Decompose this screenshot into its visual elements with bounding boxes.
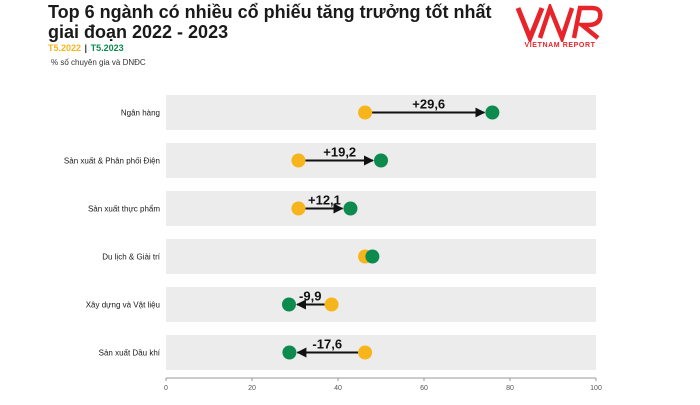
chart-title-line-1: Top 6 ngành có nhiều cổ phiếu tăng trưởn… bbox=[48, 2, 492, 22]
x-tick-label: 40 bbox=[334, 385, 342, 392]
legend-2023: T5.2023 bbox=[90, 43, 124, 53]
category-label: Sản xuất thực phẩm bbox=[88, 205, 160, 214]
point-2023 bbox=[365, 249, 380, 264]
point-2023 bbox=[374, 153, 388, 168]
point-2022 bbox=[324, 297, 339, 312]
category-label: Sản xuất & Phân phối Điện bbox=[64, 157, 160, 166]
chart-subtitle: % số chuyên gia và DNĐC bbox=[51, 58, 146, 67]
row-background bbox=[166, 191, 596, 226]
point-2022 bbox=[291, 153, 306, 168]
chart-title-line-2: giai đoạn 2022 - 2023 bbox=[48, 22, 229, 42]
vietnam-report-logo: VIETNAM REPORT bbox=[510, 1, 610, 59]
category-label: Ngân hàng bbox=[121, 109, 160, 118]
legend-separator: | bbox=[84, 43, 88, 53]
x-tick-label: 0 bbox=[164, 385, 168, 392]
category-label: Xây dựng và Vật liệu bbox=[86, 301, 160, 310]
legend: T5.2022 | T5.2023 bbox=[48, 43, 124, 53]
row-background bbox=[166, 287, 596, 322]
change-label: +29,6 bbox=[412, 97, 445, 112]
row-background bbox=[166, 239, 596, 274]
change-label: -9,9 bbox=[299, 289, 321, 304]
change-label: +19,2 bbox=[323, 145, 356, 160]
x-tick-label: 80 bbox=[506, 385, 514, 392]
x-tick-label: 100 bbox=[590, 385, 602, 392]
point-2023 bbox=[485, 105, 500, 120]
logo-text: VIETNAM REPORT bbox=[524, 42, 596, 49]
change-label: -17,6 bbox=[312, 337, 342, 352]
x-tick-label: 60 bbox=[420, 385, 428, 392]
chart-title: Top 6 ngành có nhiều cổ phiếu tăng trưởn… bbox=[48, 2, 492, 42]
point-2022 bbox=[358, 105, 373, 120]
point-2022 bbox=[291, 201, 306, 216]
vnr-logo-mark-icon bbox=[515, 1, 603, 45]
category-label: Du lịch & Giải trí bbox=[102, 253, 161, 262]
point-2023 bbox=[282, 345, 297, 360]
category-label: Sản xuất Dầu khí bbox=[99, 349, 161, 358]
point-2023 bbox=[281, 297, 296, 312]
row-background bbox=[166, 335, 596, 370]
x-tick-label: 20 bbox=[248, 385, 256, 392]
legend-2022: T5.2022 bbox=[48, 43, 82, 53]
change-label: +12,1 bbox=[308, 193, 341, 208]
point-2023 bbox=[343, 201, 358, 216]
point-2022 bbox=[358, 345, 373, 360]
